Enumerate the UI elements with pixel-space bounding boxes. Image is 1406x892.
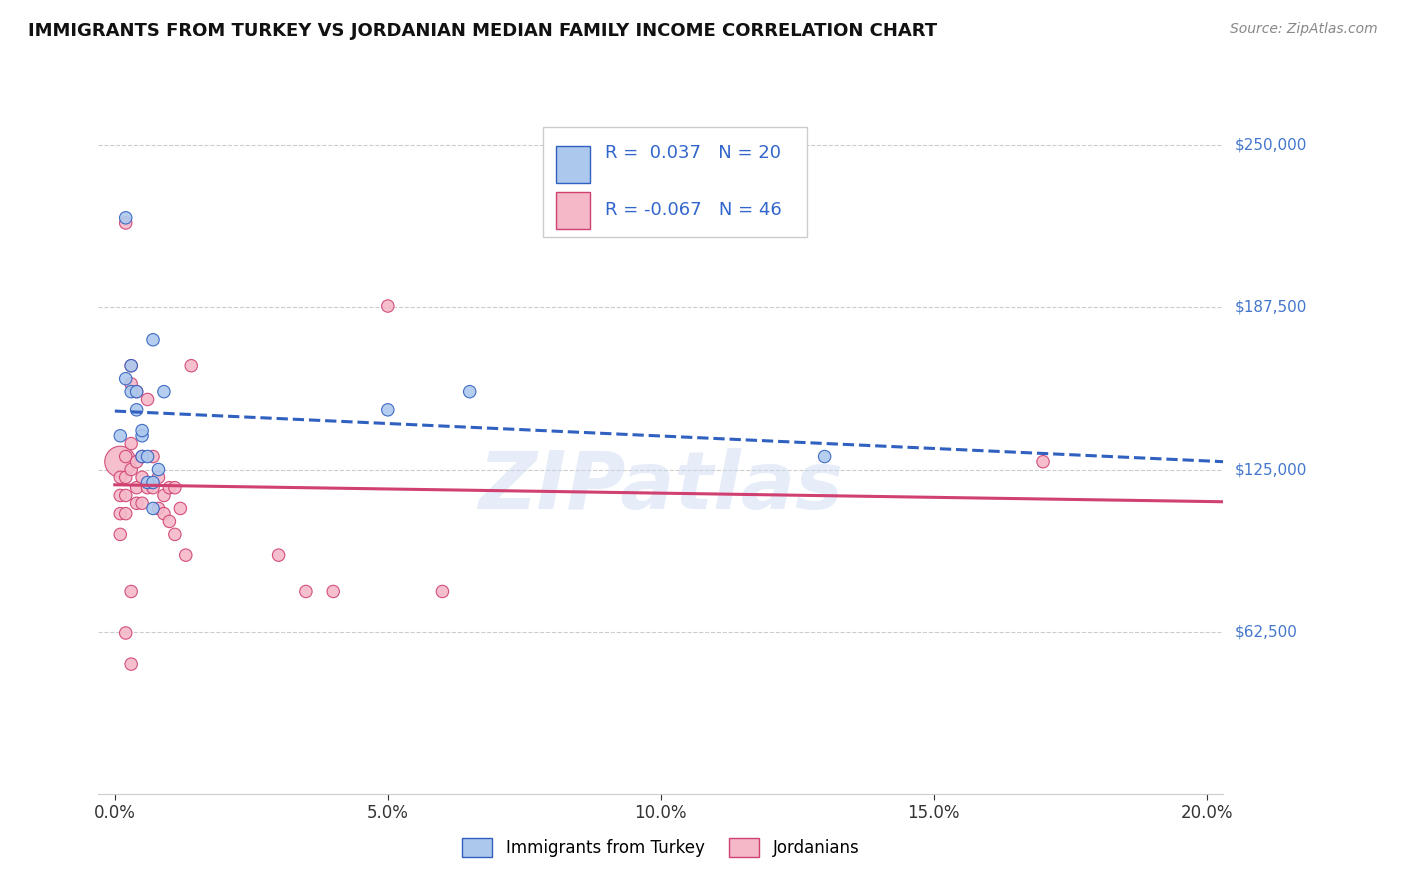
Point [142,501,165,516]
Point [114,372,136,386]
Point [131,429,153,443]
Point [125,481,148,495]
Point [142,450,165,464]
Point [131,470,153,484]
Point [114,507,136,521]
Point [131,450,153,464]
Text: IMMIGRANTS FROM TURKEY VS JORDANIAN MEDIAN FAMILY INCOME CORRELATION CHART: IMMIGRANTS FROM TURKEY VS JORDANIAN MEDI… [28,22,938,40]
Point [157,481,180,495]
Point [110,527,132,541]
Point [148,470,170,484]
Point [120,359,142,373]
Point [125,455,148,469]
Point [267,548,290,562]
Point [148,462,170,476]
Point [322,584,344,599]
Point [114,216,136,230]
Point [131,424,153,438]
Point [120,436,142,450]
Point [120,584,142,599]
Point [125,384,148,399]
Point [153,488,176,502]
Point [110,429,132,443]
Legend: Immigrants from Turkey, Jordanians: Immigrants from Turkey, Jordanians [456,831,866,864]
Point [458,384,481,399]
Point [377,299,399,313]
FancyBboxPatch shape [557,146,591,183]
Point [432,584,454,599]
Point [120,359,142,373]
Point [180,359,202,373]
Text: R =  0.037   N = 20: R = 0.037 N = 20 [605,145,780,162]
Point [377,402,399,417]
Point [1032,455,1054,469]
Point [136,475,159,490]
Point [136,481,159,495]
Point [163,481,186,495]
Point [295,584,318,599]
Point [120,376,142,391]
Point [114,450,136,464]
Text: $187,500: $187,500 [1234,300,1306,315]
Text: ZIPatlas: ZIPatlas [478,448,844,526]
Point [110,470,132,484]
Point [814,450,837,464]
Point [142,481,165,495]
Point [142,333,165,347]
FancyBboxPatch shape [543,127,807,237]
Point [110,507,132,521]
Point [142,475,165,490]
Text: R = -0.067   N = 46: R = -0.067 N = 46 [605,202,782,219]
Point [120,384,142,399]
Text: $125,000: $125,000 [1234,462,1306,477]
Point [120,462,142,476]
Text: $62,500: $62,500 [1234,624,1298,640]
Point [153,384,176,399]
Point [125,402,148,417]
Point [125,496,148,510]
Point [153,507,176,521]
Point [114,626,136,640]
Point [174,548,197,562]
Point [169,501,191,516]
Point [148,501,170,516]
Text: $250,000: $250,000 [1234,137,1306,153]
Point [131,450,153,464]
Point [157,515,180,529]
Point [120,657,142,672]
Point [131,496,153,510]
Point [114,470,136,484]
Text: Source: ZipAtlas.com: Source: ZipAtlas.com [1230,22,1378,37]
Point [110,488,132,502]
Point [163,527,186,541]
Point [114,488,136,502]
Point [125,384,148,399]
Point [136,450,159,464]
Point [114,211,136,225]
Point [136,392,159,407]
FancyBboxPatch shape [557,192,591,228]
Point [110,455,132,469]
